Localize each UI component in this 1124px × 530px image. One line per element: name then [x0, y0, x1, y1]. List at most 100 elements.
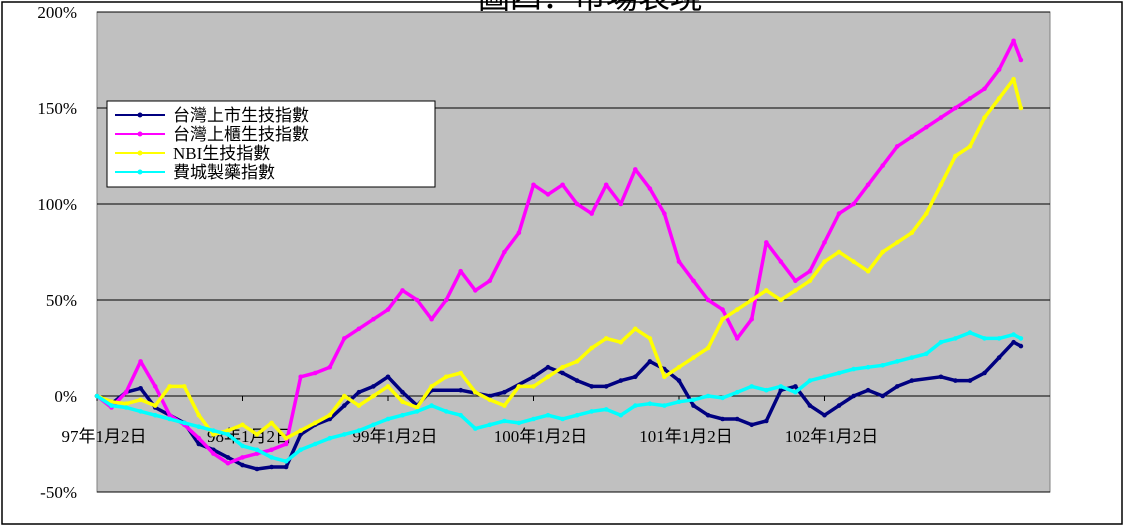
- series-point: [167, 412, 172, 418]
- series-point: [647, 186, 653, 191]
- series-point: [662, 211, 667, 216]
- series-point: [822, 240, 827, 245]
- series-point: [982, 336, 987, 341]
- series-point: [298, 447, 304, 453]
- series-point: [1018, 343, 1024, 349]
- series-point: [676, 364, 682, 370]
- series-point: [487, 422, 493, 428]
- series-point: [982, 86, 987, 92]
- series-point: [385, 307, 391, 312]
- series-point: [953, 105, 958, 111]
- series-point: [196, 412, 202, 418]
- series-point: [982, 370, 987, 376]
- x-tick-label: 100年1月2日: [494, 427, 588, 446]
- series-point: [662, 374, 667, 380]
- y-tick-label: 200%: [37, 3, 77, 22]
- series-point: [356, 326, 362, 332]
- series-point: [574, 201, 580, 207]
- series-point: [749, 297, 754, 303]
- series-point: [734, 336, 740, 341]
- series-point: [633, 403, 638, 408]
- series-point: [138, 409, 143, 414]
- legend-marker: [137, 112, 143, 118]
- series-point: [458, 387, 464, 393]
- series-point: [865, 387, 871, 393]
- series-point: [967, 330, 973, 335]
- series-point: [574, 359, 580, 364]
- series-point: [894, 359, 900, 364]
- legend-marker: [137, 169, 143, 175]
- series-point: [502, 389, 507, 395]
- series-point: [880, 393, 885, 399]
- series-point: [851, 201, 856, 207]
- series-point: [312, 420, 318, 426]
- series-point: [414, 409, 420, 414]
- y-tick-label: -50%: [40, 483, 77, 502]
- series-point: [182, 384, 187, 389]
- series-point: [414, 297, 420, 303]
- series-point: [822, 374, 827, 380]
- series-point: [371, 393, 376, 399]
- series-point: [254, 451, 260, 456]
- series-point: [473, 288, 478, 293]
- series-point: [880, 363, 885, 368]
- series-point: [240, 443, 245, 449]
- series-point: [269, 464, 274, 470]
- series-point: [996, 336, 1002, 341]
- series-point: [473, 426, 478, 431]
- series-point: [793, 278, 798, 284]
- series-point: [720, 395, 725, 401]
- series-point: [443, 409, 449, 414]
- series-point: [924, 211, 929, 216]
- series-point: [342, 403, 347, 408]
- series-point: [502, 418, 507, 424]
- series-group: [94, 76, 1024, 441]
- series-point: [342, 432, 347, 437]
- series-point: [953, 378, 958, 383]
- series-point: [560, 416, 565, 422]
- series-point: [531, 374, 536, 380]
- series-point: [909, 230, 915, 236]
- series-point: [603, 336, 609, 341]
- series-point: [691, 397, 696, 403]
- series-point: [138, 397, 143, 403]
- series-point: [705, 297, 711, 303]
- series-point: [138, 386, 143, 391]
- series-point: [836, 403, 842, 408]
- series-point: [720, 416, 725, 422]
- series-layer: [94, 38, 1024, 472]
- series-point: [356, 403, 362, 408]
- series-point: [312, 370, 318, 376]
- series-point: [691, 403, 696, 408]
- series-point: [240, 455, 245, 460]
- series-point: [909, 355, 915, 360]
- series-point: [356, 428, 362, 433]
- series-point: [778, 259, 784, 264]
- series-point: [458, 370, 464, 376]
- series-point: [807, 403, 813, 408]
- series-point: [662, 403, 667, 408]
- series-point: [691, 278, 696, 284]
- series-point: [516, 230, 522, 236]
- series-point: [676, 378, 682, 383]
- series-group: [94, 38, 1024, 466]
- series-point: [764, 288, 769, 293]
- series-point: [967, 144, 973, 149]
- series-point: [1011, 332, 1016, 337]
- series-point: [836, 370, 842, 376]
- series-point: [516, 420, 522, 426]
- series-point: [531, 384, 536, 389]
- series-point: [793, 288, 798, 293]
- legend-label: NBI生技指數: [173, 144, 270, 163]
- series-point: [385, 374, 391, 380]
- series-point: [443, 297, 449, 303]
- series-point: [807, 378, 813, 383]
- series-point: [865, 182, 871, 188]
- series-point: [851, 393, 856, 399]
- series-point: [400, 389, 405, 395]
- series-point: [618, 378, 624, 383]
- series-point: [938, 182, 944, 188]
- series-point: [211, 451, 216, 456]
- series-point: [458, 268, 464, 274]
- series-point: [676, 259, 682, 264]
